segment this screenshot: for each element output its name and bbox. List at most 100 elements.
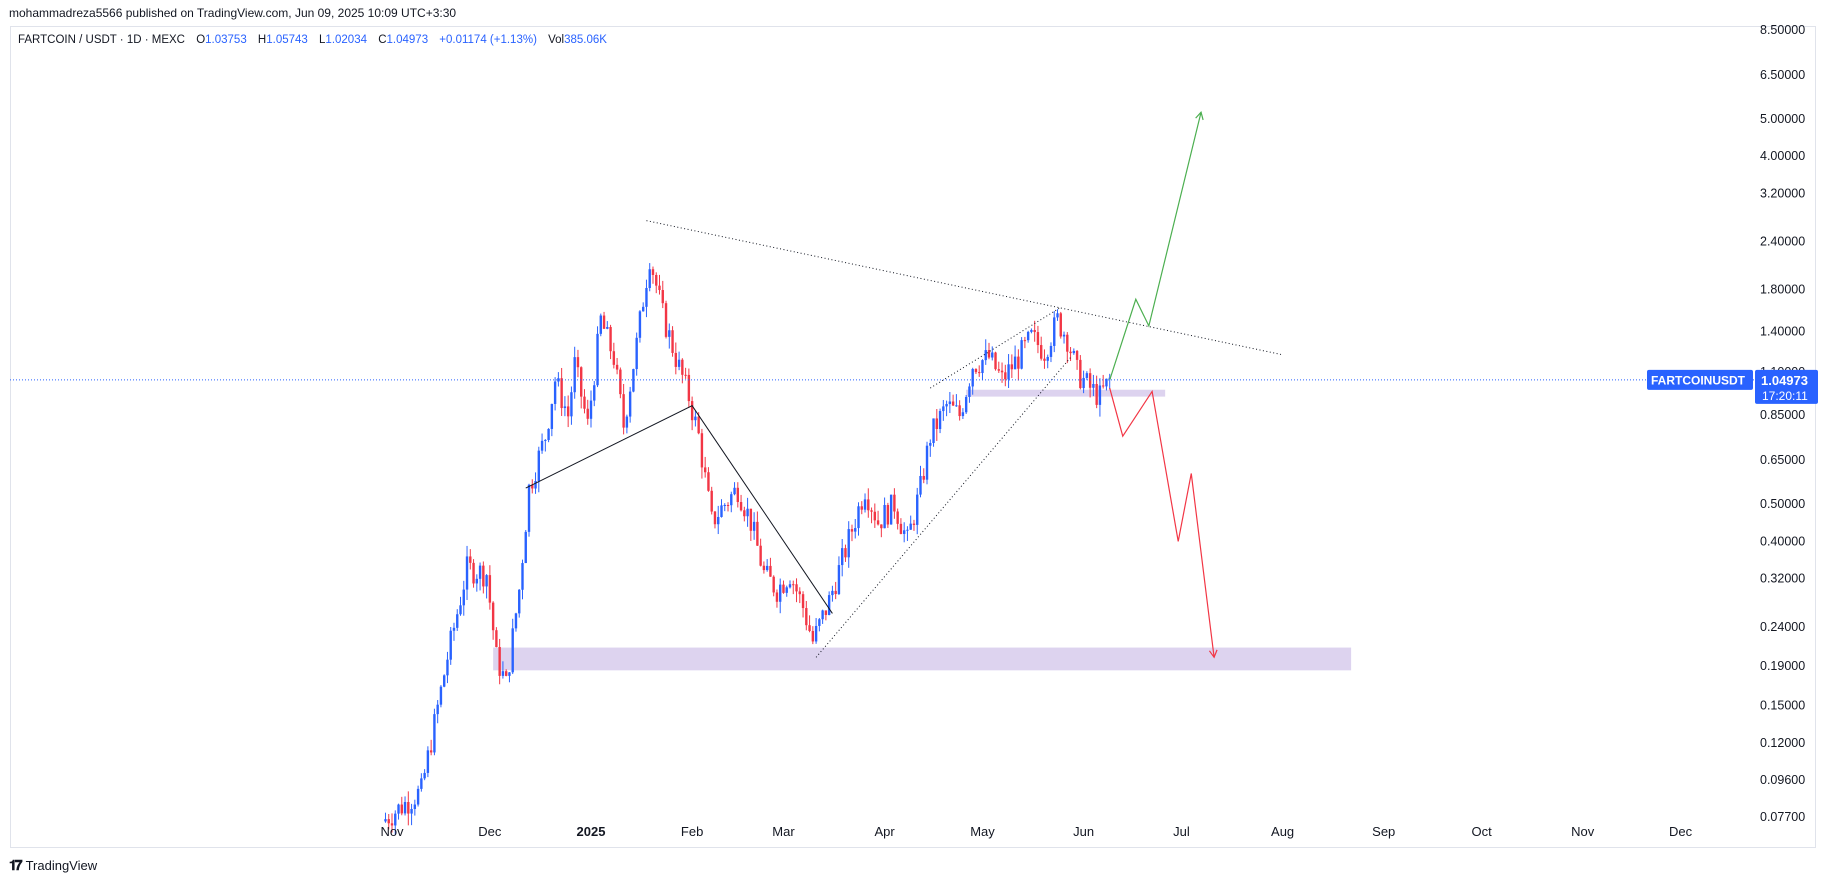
- zone-1: [966, 389, 1166, 397]
- candle-body: [785, 587, 788, 593]
- candle-body: [922, 475, 925, 480]
- candle-body: [707, 472, 710, 491]
- candle-body: [968, 386, 971, 397]
- candle-body: [831, 590, 834, 596]
- candle-body: [1026, 331, 1030, 341]
- publish-bar: mohammadreza5566 published on TradingVie…: [9, 6, 457, 20]
- x-tick-label-8: Jul: [1173, 824, 1190, 839]
- y-tick-label-4: 3.20000: [1760, 186, 1805, 200]
- footer-brand[interactable]: TradingView: [25, 858, 98, 873]
- candle-body: [518, 589, 521, 614]
- candle-body: [863, 499, 867, 510]
- candle-body: [746, 508, 749, 517]
- candle-body: [994, 352, 997, 370]
- candle-body: [687, 374, 691, 402]
- candle-body: [416, 788, 420, 805]
- candle-body: [840, 548, 844, 566]
- candle-body: [964, 396, 968, 413]
- y-tick-label-5: 2.40000: [1760, 235, 1805, 249]
- candle-body: [557, 378, 560, 382]
- candle-body: [909, 523, 912, 530]
- candle-body: [991, 352, 994, 358]
- candle-body: [844, 548, 847, 558]
- candle-body: [726, 505, 730, 507]
- candle-body: [814, 625, 818, 642]
- candle-body: [456, 614, 459, 628]
- y-tick-label-15: 0.19000: [1760, 659, 1805, 673]
- candle-body: [788, 584, 792, 588]
- candle-body: [1000, 370, 1004, 373]
- candle-body: [586, 408, 589, 419]
- candle-body: [961, 412, 965, 417]
- candle-body: [580, 367, 583, 397]
- candle-body: [426, 750, 430, 773]
- candle-body: [857, 506, 860, 529]
- candle-body: [1010, 364, 1014, 370]
- candle-body: [886, 504, 890, 525]
- legend-symbol[interactable]: FARTCOIN / USDT · 1D · MEXC: [18, 34, 185, 46]
- candle-body: [827, 595, 831, 615]
- candle-body: [433, 714, 436, 753]
- candle-body: [889, 494, 893, 525]
- candle-body: [570, 392, 573, 417]
- y-tick-label-11: 0.50000: [1760, 497, 1805, 511]
- candle-body: [410, 808, 413, 814]
- candle-body: [622, 394, 625, 428]
- candle-body: [984, 350, 987, 361]
- legend-low-label: L: [319, 34, 326, 46]
- footer[interactable]: 𝟏𝟕 TradingView: [9, 857, 97, 874]
- candle-body: [661, 290, 664, 304]
- candle-body: [896, 511, 899, 524]
- candle-body: [436, 704, 439, 715]
- candle-body: [442, 675, 446, 687]
- candle-body: [439, 686, 443, 705]
- candle-body: [1059, 313, 1062, 337]
- candle-body: [1056, 313, 1059, 318]
- candle-body: [648, 269, 651, 288]
- candle-body: [1098, 385, 1102, 405]
- candle-body: [847, 529, 850, 558]
- candle-body: [531, 484, 534, 489]
- candle-body: [1020, 340, 1023, 369]
- candle-body: [449, 630, 452, 660]
- candle-body: [971, 368, 974, 387]
- candle-body: [942, 406, 945, 412]
- price-tag-value: 1.04973: [1761, 373, 1808, 388]
- candle-body: [850, 529, 854, 532]
- candle-body: [795, 584, 798, 592]
- candle-body: [550, 403, 554, 429]
- candle-body: [547, 428, 550, 440]
- candle-body: [553, 381, 557, 404]
- y-tick-label-6: 1.80000: [1760, 283, 1805, 297]
- candle-body: [625, 416, 629, 428]
- candle-body: [880, 524, 883, 529]
- candle-body: [779, 584, 782, 602]
- candle-body: [508, 672, 511, 676]
- candle-body: [469, 556, 472, 563]
- candle-body: [498, 647, 501, 676]
- legend-volume-label: Vol: [548, 34, 565, 46]
- chart-legend[interactable]: FARTCOIN / USDT · 1D · MEXC O1.03753 H1.…: [18, 34, 607, 46]
- candle-body: [1017, 356, 1020, 369]
- candle-body: [390, 823, 394, 826]
- x-tick-label-1: Dec: [478, 824, 502, 839]
- candle-body: [938, 411, 942, 430]
- candle-body: [459, 605, 462, 615]
- candle-body: [514, 613, 518, 629]
- candle-body: [717, 516, 720, 525]
- candle-body: [1033, 329, 1036, 333]
- candle-body: [955, 405, 958, 407]
- candle-body: [1072, 350, 1076, 354]
- price-axis[interactable]: 8.50000 6.50000 5.00000 4.00000 3.20000 2.400…: [1760, 23, 1805, 824]
- candle-body: [710, 490, 713, 512]
- candle-body: [566, 406, 570, 417]
- tradingview-logo-icon[interactable]: 𝟏𝟕: [9, 857, 23, 873]
- candle-body: [912, 523, 916, 525]
- candle-body: [772, 576, 775, 593]
- candle-body: [935, 418, 939, 430]
- candle-body: [668, 330, 671, 337]
- price-tag: [1755, 369, 1818, 404]
- candle-body: [752, 521, 756, 531]
- time-axis[interactable]: Nov Dec 2025 Feb Mar Apr May Jun Jul Aug Sep Oct Nov…: [380, 824, 1692, 839]
